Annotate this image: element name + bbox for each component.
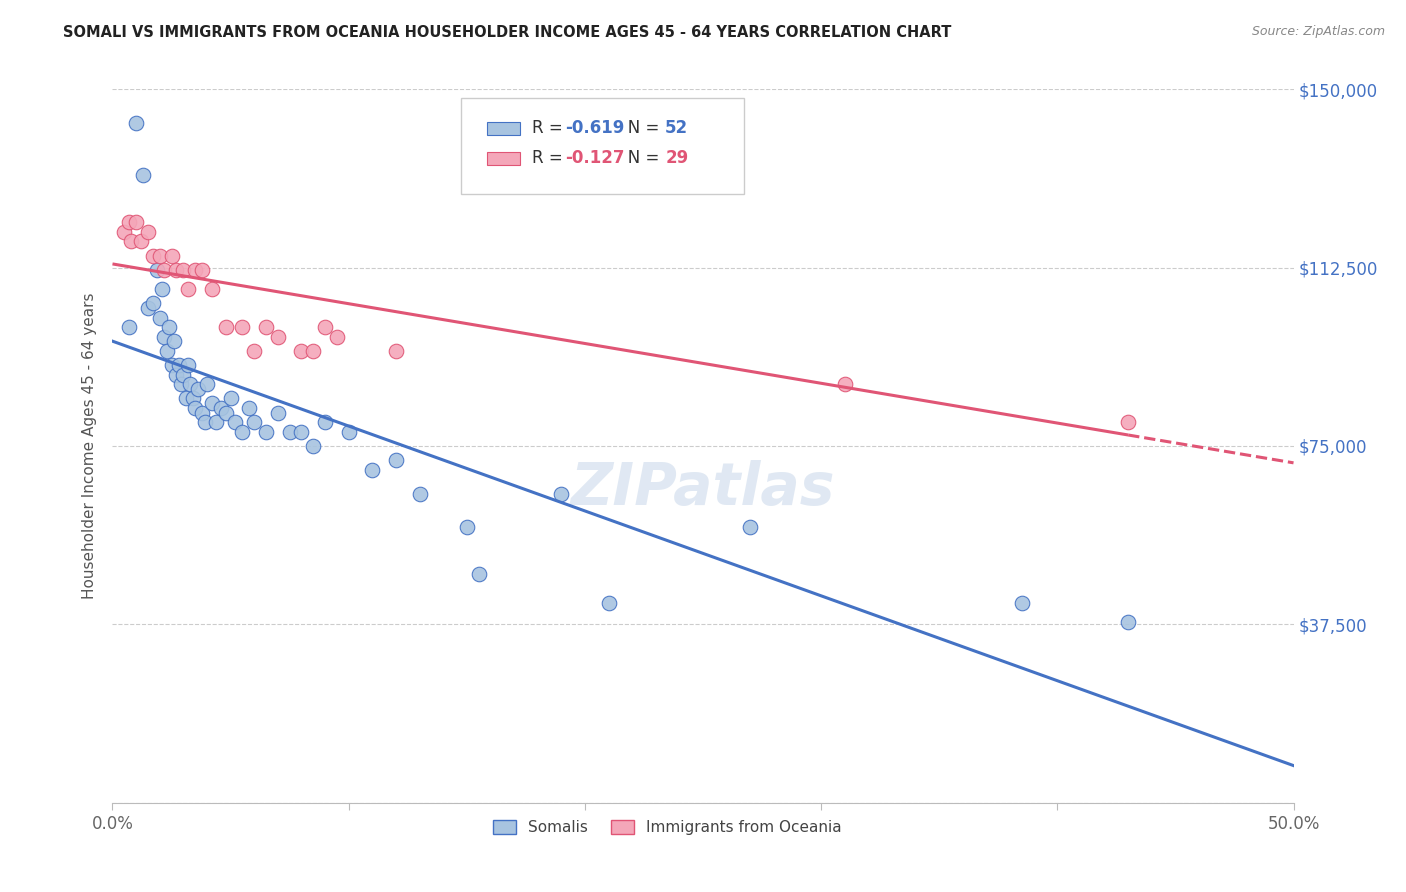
Point xyxy=(194,415,217,429)
Point xyxy=(326,329,349,343)
Point xyxy=(290,343,312,358)
Point xyxy=(219,392,242,406)
Point xyxy=(153,263,176,277)
Y-axis label: Householder Income Ages 45 - 64 years: Householder Income Ages 45 - 64 years xyxy=(82,293,97,599)
Point xyxy=(302,439,325,453)
Point xyxy=(267,329,290,343)
Point xyxy=(172,263,194,277)
Point xyxy=(215,406,238,420)
Point xyxy=(209,401,232,415)
Point xyxy=(153,329,176,343)
Point xyxy=(1116,615,1139,629)
Point xyxy=(467,168,489,182)
Point xyxy=(125,115,148,129)
Point xyxy=(149,249,172,263)
Point xyxy=(146,263,169,277)
Point xyxy=(385,453,408,467)
Point xyxy=(165,263,187,277)
Point xyxy=(177,358,200,372)
Point xyxy=(314,415,336,429)
Point xyxy=(337,425,360,439)
Point xyxy=(174,392,197,406)
Point xyxy=(181,392,204,406)
Point xyxy=(290,425,312,439)
Point xyxy=(834,377,856,392)
FancyBboxPatch shape xyxy=(486,152,520,165)
Point xyxy=(150,282,173,296)
Point xyxy=(129,235,152,249)
Point xyxy=(177,282,200,296)
Text: N =: N = xyxy=(612,120,665,137)
Text: 52: 52 xyxy=(665,120,689,137)
Point xyxy=(184,401,207,415)
Text: R =: R = xyxy=(531,150,568,168)
Point xyxy=(243,343,266,358)
Point xyxy=(238,401,260,415)
Point xyxy=(254,425,277,439)
FancyBboxPatch shape xyxy=(486,122,520,135)
Legend: Somalis, Immigrants from Oceania: Somalis, Immigrants from Oceania xyxy=(486,814,848,841)
Text: -0.619: -0.619 xyxy=(565,120,624,137)
Point xyxy=(456,520,478,534)
Point xyxy=(167,358,190,372)
Text: 29: 29 xyxy=(665,150,689,168)
Point xyxy=(740,520,762,534)
Point xyxy=(385,343,408,358)
Point xyxy=(191,263,214,277)
Point xyxy=(160,249,183,263)
Point xyxy=(361,463,384,477)
Point xyxy=(231,320,253,334)
Point xyxy=(179,377,201,392)
Point xyxy=(156,343,179,358)
Point xyxy=(302,343,325,358)
Point xyxy=(142,249,165,263)
Point xyxy=(142,296,165,310)
Point xyxy=(195,377,218,392)
Point xyxy=(1011,596,1033,610)
Point xyxy=(267,406,290,420)
Text: ZIPatlas: ZIPatlas xyxy=(571,460,835,517)
Point xyxy=(132,168,155,182)
Text: N =: N = xyxy=(612,150,665,168)
Point xyxy=(314,320,336,334)
Point xyxy=(598,596,620,610)
Text: R =: R = xyxy=(531,120,568,137)
Point xyxy=(172,368,194,382)
Point xyxy=(224,415,246,429)
Point xyxy=(165,368,187,382)
Point xyxy=(201,282,224,296)
Point xyxy=(120,235,142,249)
FancyBboxPatch shape xyxy=(461,98,744,194)
Text: -0.127: -0.127 xyxy=(565,150,624,168)
Point xyxy=(231,425,253,439)
Point xyxy=(1116,415,1139,429)
Point xyxy=(550,486,572,500)
Text: SOMALI VS IMMIGRANTS FROM OCEANIA HOUSEHOLDER INCOME AGES 45 - 64 YEARS CORRELAT: SOMALI VS IMMIGRANTS FROM OCEANIA HOUSEH… xyxy=(63,25,952,40)
Point xyxy=(118,320,141,334)
Point xyxy=(125,215,148,229)
Point xyxy=(149,310,172,325)
Point xyxy=(163,334,186,349)
Point xyxy=(170,377,193,392)
Point xyxy=(205,415,228,429)
Point xyxy=(118,215,141,229)
Point xyxy=(191,406,214,420)
Point xyxy=(201,396,224,410)
Text: Source: ZipAtlas.com: Source: ZipAtlas.com xyxy=(1251,25,1385,38)
Point xyxy=(278,425,301,439)
Point xyxy=(157,320,180,334)
Point xyxy=(467,567,489,582)
Point xyxy=(160,358,183,372)
Point xyxy=(243,415,266,429)
Point xyxy=(136,301,159,315)
Point xyxy=(184,263,207,277)
Point xyxy=(254,320,277,334)
Point xyxy=(112,225,135,239)
Point xyxy=(136,225,159,239)
Point xyxy=(215,320,238,334)
Point xyxy=(186,382,208,396)
Point xyxy=(408,486,430,500)
